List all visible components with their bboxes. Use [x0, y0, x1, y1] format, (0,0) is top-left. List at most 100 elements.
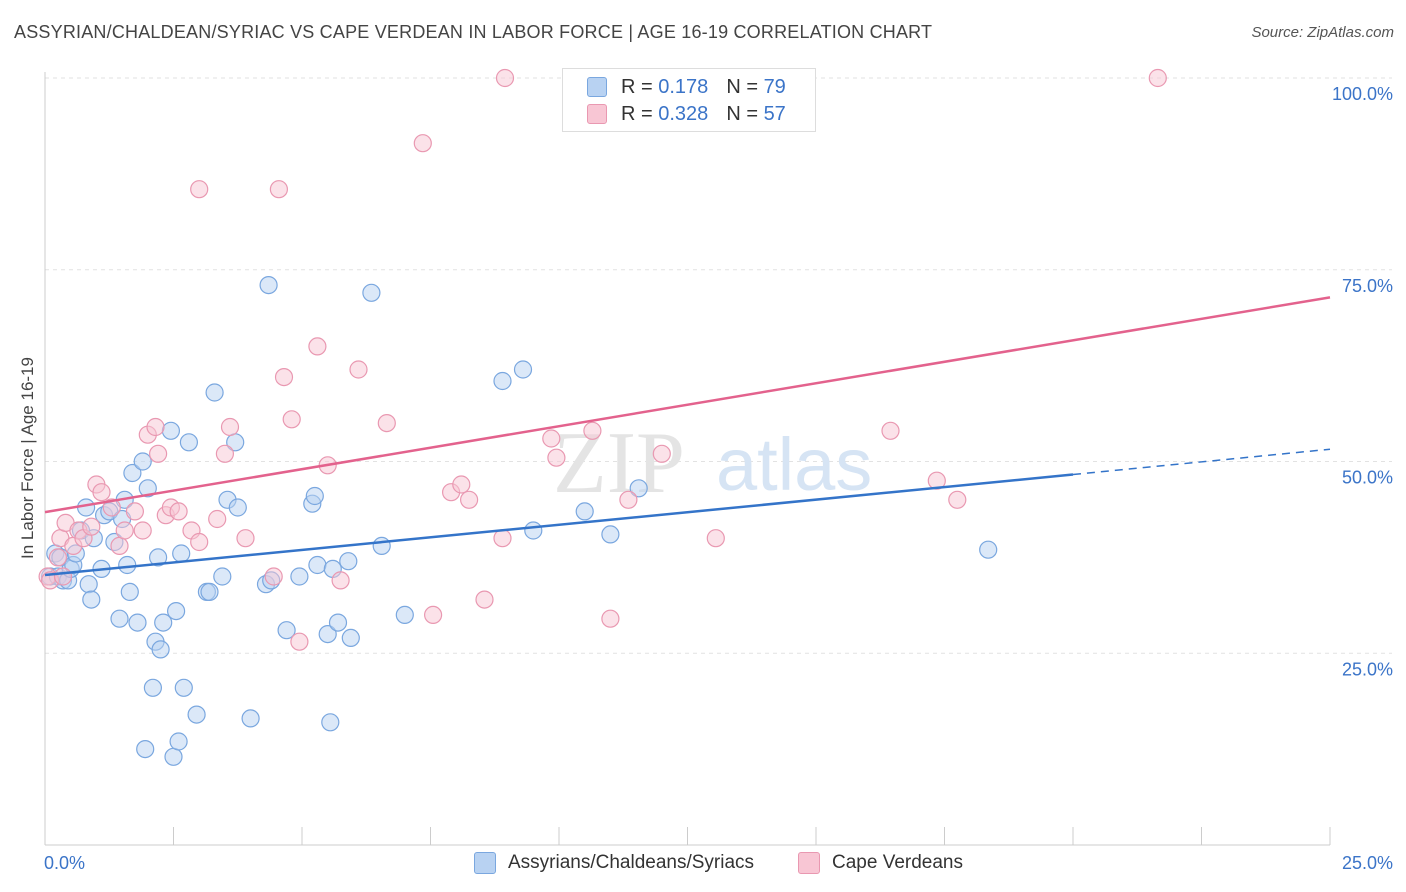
- data-point: [164, 747, 183, 766]
- data-point: [172, 544, 191, 563]
- data-point: [706, 529, 725, 548]
- legend-swatch-capeverdean: [587, 104, 607, 124]
- data-point: [92, 483, 111, 502]
- data-point: [82, 590, 101, 609]
- source-label: Source: ZipAtlas.com: [1251, 24, 1394, 41]
- data-point: [601, 609, 620, 628]
- y-tick-label: 75.0%: [1342, 276, 1393, 296]
- data-point: [927, 471, 946, 490]
- data-point: [167, 601, 186, 621]
- data-point: [282, 410, 301, 429]
- trend-line-assyrian-extension: [1072, 448, 1331, 476]
- data-point: [308, 555, 327, 575]
- data-point: [979, 540, 998, 559]
- data-point: [362, 283, 381, 302]
- data-point: [881, 421, 900, 440]
- data-point: [308, 337, 327, 356]
- y-tick-label: 25.0%: [1342, 659, 1393, 679]
- trend-line-assyrian: [44, 473, 1074, 577]
- data-point: [138, 479, 157, 498]
- data-point: [128, 613, 147, 632]
- stats-legend: R = 0.178 N = 79 R = 0.328 N = 57: [562, 68, 816, 132]
- data-point: [948, 490, 967, 509]
- data-point: [1148, 68, 1167, 88]
- data-point: [146, 417, 165, 437]
- data-point: [460, 490, 479, 509]
- data-point: [290, 632, 309, 651]
- data-point: [208, 509, 227, 529]
- data-point: [395, 605, 414, 625]
- data-point: [48, 548, 68, 567]
- data-point: [274, 368, 294, 387]
- data-point: [136, 739, 155, 759]
- bottom-legend-assyrian: Assyrians/Chaldeans/Syriacs: [474, 852, 754, 874]
- data-point: [154, 613, 173, 632]
- data-point: [542, 429, 561, 448]
- data-point: [349, 360, 368, 379]
- data-point: [143, 678, 162, 697]
- series-assyrian-points: [40, 276, 998, 766]
- series-capeverdean-points: [38, 68, 1167, 651]
- data-point: [331, 571, 350, 590]
- watermark: ZIP atlas: [553, 415, 872, 512]
- data-point: [115, 521, 134, 540]
- x-tick-label: 0.0%: [44, 853, 85, 873]
- data-point: [629, 479, 648, 498]
- legend-r-label: R =: [621, 102, 653, 125]
- data-point: [200, 582, 219, 602]
- data-point: [149, 548, 168, 567]
- data-point: [190, 532, 209, 552]
- data-point: [169, 732, 188, 751]
- bottom-legend-swatch-capeverdean: [798, 852, 820, 874]
- legend-n-value-capeverdean: 57: [763, 102, 786, 125]
- data-point: [328, 613, 348, 632]
- data-point: [53, 567, 73, 586]
- data-point: [151, 640, 170, 659]
- data-point: [259, 276, 278, 295]
- y-tick-label: 100.0%: [1332, 84, 1393, 104]
- data-point: [372, 536, 391, 556]
- legend-r-label: R =: [621, 75, 653, 98]
- legend-row-assyrian: R = 0.178 N = 79: [587, 75, 786, 99]
- data-point: [118, 555, 137, 575]
- data-point: [123, 463, 142, 483]
- y-axis-label: In Labor Force | Age 16-19: [18, 357, 37, 559]
- data-point: [79, 575, 98, 594]
- data-point: [220, 417, 240, 437]
- data-point: [190, 180, 209, 199]
- data-point: [161, 421, 180, 440]
- data-point: [125, 502, 144, 521]
- data-point: [493, 371, 512, 391]
- trend-lines: [44, 296, 1331, 577]
- chart-title: ASSYRIAN/CHALDEAN/SYRIAC VS CAPE VERDEAN…: [14, 22, 933, 42]
- legend-n-label: N =: [726, 75, 758, 98]
- data-point: [174, 678, 193, 697]
- data-point: [339, 552, 358, 571]
- legend-r-value-assyrian: 0.178: [658, 75, 709, 98]
- data-point: [575, 502, 594, 521]
- legend-row-capeverdean: R = 0.328 N = 57: [587, 102, 786, 126]
- bottom-legend-label-assyrian: Assyrians/Chaldeans/Syriacs: [508, 852, 755, 873]
- data-point: [277, 621, 296, 640]
- data-point: [169, 502, 188, 521]
- data-point: [120, 582, 139, 602]
- data-point: [424, 605, 443, 625]
- data-point: [583, 421, 602, 440]
- data-point: [110, 536, 129, 556]
- data-point: [452, 475, 471, 494]
- watermark-zip: ZIP: [553, 415, 685, 512]
- legend-r-value-capeverdean: 0.328: [658, 102, 709, 125]
- data-point: [475, 590, 494, 609]
- legend-n-value-assyrian: 79: [763, 75, 786, 98]
- data-point: [133, 521, 152, 540]
- data-point: [215, 444, 234, 463]
- data-point: [318, 624, 337, 644]
- data-point: [619, 490, 638, 509]
- data-point: [547, 448, 566, 467]
- legend-n-label: N =: [726, 102, 758, 125]
- tick-labels: 25.0% 50.0% 75.0% 100.0% 0.0% 25.0%: [44, 84, 1393, 873]
- grid-lines: [45, 77, 1392, 654]
- data-point: [524, 521, 543, 540]
- x-tick-label: 25.0%: [1342, 853, 1393, 873]
